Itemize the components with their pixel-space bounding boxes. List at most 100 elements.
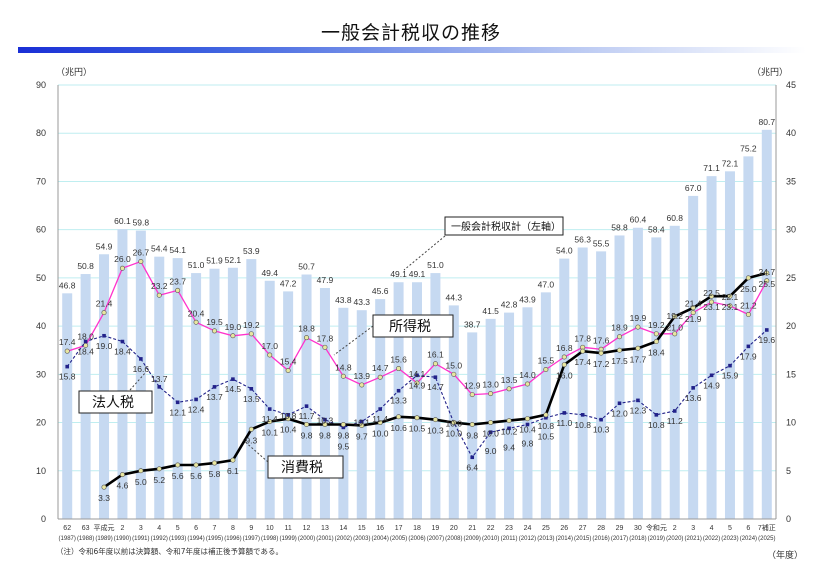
corporate-tax-point [286,413,290,417]
consumption-tax-value-label: 10.8 [538,421,555,431]
corporate-tax-point [525,422,530,427]
x-tick-year: (2013) [537,536,554,542]
consumption-tax-point [230,457,236,463]
bar-value-label: 54.4 [151,244,168,254]
bar-total-revenue [338,307,349,519]
x-tick-year: (2015) [574,536,591,542]
legend-consumption-label: 消費税 [281,460,323,476]
bar-value-label: 47.2 [280,278,297,288]
bar-value-label: 51.9 [206,256,223,266]
bar-value-label: 60.4 [630,215,647,225]
corporate-tax-point [341,425,346,430]
bar-total-revenue [393,282,404,519]
corporate-tax-value-label: 15.8 [59,372,76,382]
income-tax-value-label: 17.0 [261,341,278,351]
income-tax-value-label: 22.1 [722,292,739,302]
bar-value-label: 45.6 [372,286,389,296]
right-tick-label: 35 [786,176,796,186]
x-tick-label: 2 [673,525,677,532]
x-tick-year: (2005) [390,536,407,542]
x-tick-year: (1998) [261,536,278,542]
consumption-tax-value-label: 6.1 [227,466,239,476]
consumption-tax-value-label: 17.2 [593,359,610,369]
consumption-tax-point [709,293,715,299]
consumption-tax-point [635,345,641,351]
consumption-tax-point [598,350,604,356]
corporate-tax-value-label: 15.9 [722,371,739,381]
bar-total-revenue [706,176,717,519]
consumption-tax-point [322,421,328,427]
x-tick-label: 5 [176,525,180,532]
right-tick-label: 5 [786,466,791,476]
corporate-tax-point [120,339,125,344]
x-tick-label: 9 [249,525,253,532]
corporate-tax-point [396,388,401,393]
bar-total-revenue [485,318,496,519]
x-tick-year: (2007) [427,536,444,542]
right-tick-label: 30 [786,225,796,235]
bar-total-revenue [688,195,699,519]
corporate-tax-value-label: 10.8 [280,411,297,421]
income-tax-value-label: 22.5 [703,288,720,298]
bar-value-label: 49.1 [390,269,407,279]
income-tax-point [745,312,751,318]
corporate-tax-value-label: 10.1 [353,418,370,428]
consumption-tax-value-label: 25.5 [759,279,776,289]
x-tick-year: (1990) [114,536,131,542]
x-tick-label: 18 [413,525,421,532]
consumption-tax-point [561,362,567,368]
bar-total-revenue [632,227,643,519]
corporate-tax-point [672,409,677,413]
consumption-tax-point [267,419,273,425]
x-tick-label: 20 [450,525,458,532]
consumption-tax-point [156,466,162,472]
bar-total-revenue [172,258,183,519]
corporate-tax-value-label: 9.8 [522,438,534,448]
consumption-tax-value-label: 10.0 [446,429,463,439]
bar-value-label: 47.0 [538,279,555,289]
income-tax-point [322,344,328,350]
x-tick-year: (1999) [279,536,296,542]
income-tax-value-label: 16.1 [427,350,444,360]
x-tick-label: 平成元 [94,523,115,532]
bar-total-revenue [356,310,367,519]
consumption-tax-point [745,275,751,281]
bar-total-revenue [301,274,312,519]
income-tax-point [727,303,733,309]
x-tick-label: 令和元 [646,523,667,532]
x-tick-label: 5 [728,525,732,532]
x-tick-label: 63 [82,525,90,532]
income-tax-value-label: 17.6 [593,335,610,345]
consumption-tax-value-label: 10.5 [409,424,426,434]
income-tax-value-label: 19.9 [630,313,647,323]
legend-consumption-callout: 消費税 [242,439,344,479]
corporate-tax-point [470,455,475,460]
x-tick-year: (2025) [758,536,775,542]
x-tick-year: (2002) [335,536,352,542]
income-tax-point [211,328,217,334]
consumption-tax-value-label: 17.7 [630,354,647,364]
income-tax-point [248,331,254,337]
consumption-tax-value-label: 5.6 [190,471,202,481]
consumption-tax-point [451,420,457,426]
income-tax-value-label: 15.5 [538,356,555,366]
corporate-tax-point [617,401,622,406]
income-tax-point [267,352,273,358]
bar-total-revenue [412,282,422,519]
consumption-tax-point [377,420,383,426]
bar-value-label: 42.8 [501,300,518,310]
x-tick-year: (2012) [519,536,536,542]
left-tick-label: 90 [36,80,46,90]
bar-value-label: 80.7 [759,117,776,127]
income-tax-value-label: 18.8 [298,324,315,334]
corporate-tax-point [65,364,70,369]
bar-total-revenue [559,258,570,519]
x-tick-label: 16 [376,525,384,532]
consumption-tax-point [653,339,659,345]
left-tick-label: 80 [36,128,46,138]
consumption-tax-value-label: 25.0 [740,284,757,294]
income-tax-point [709,299,715,305]
bar-value-label: 53.9 [243,246,260,256]
bar-value-label: 58.8 [611,222,628,232]
consumption-tax-value-label: 10.0 [372,429,389,439]
